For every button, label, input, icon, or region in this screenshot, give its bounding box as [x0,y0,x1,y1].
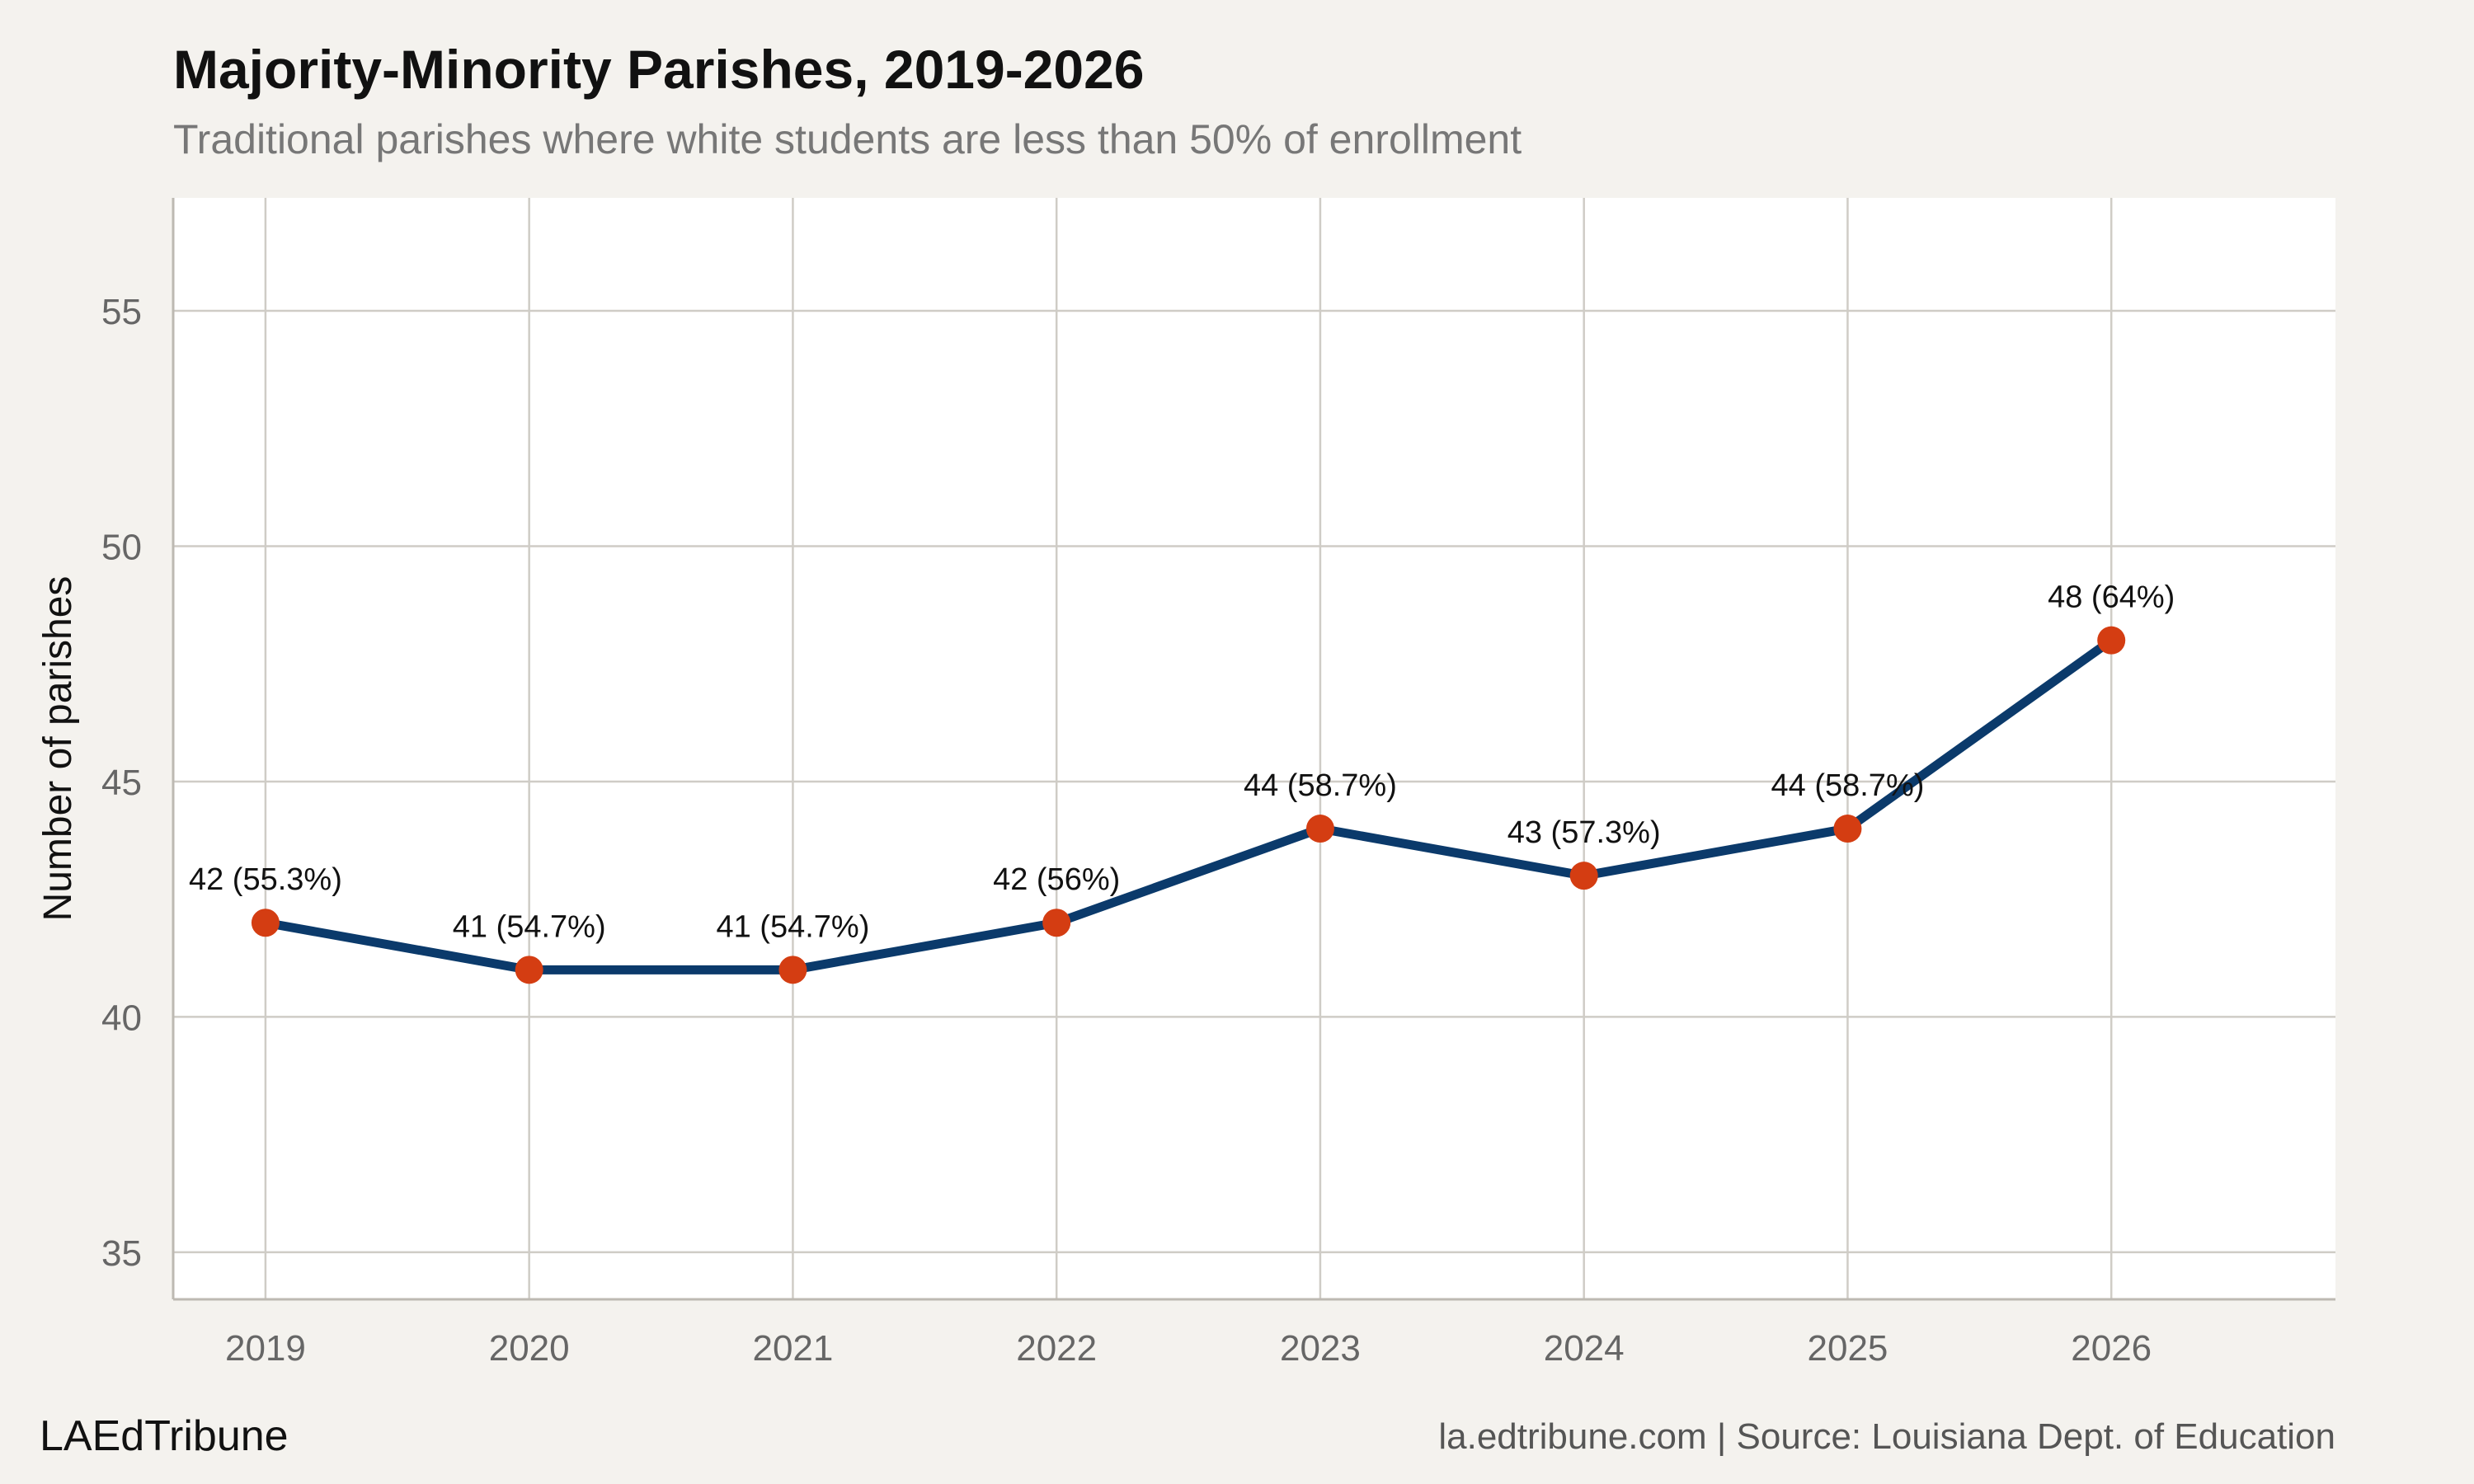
x-tick-label: 2024 [1544,1328,1625,1369]
data-point [778,956,807,984]
series-line [261,636,2116,974]
x-tick-label: 2023 [1280,1328,1361,1369]
data-point [1042,909,1071,937]
data-point [1569,862,1598,890]
data-label: 48 (64%) [2048,580,2175,615]
y-axis-title: Number of parishes [36,576,80,922]
x-tick-label: 2025 [1808,1328,1888,1369]
x-tick-label: 2026 [2071,1328,2152,1369]
x-tick-label: 2022 [1016,1328,1097,1369]
data-label: 42 (55.3%) [189,862,342,897]
source-credit: la.edtribune.com | Source: Louisiana Dep… [1438,1416,2335,1457]
brand-logo-text: LAEdTribune [40,1412,289,1460]
y-tick-label: 50 [101,527,142,567]
data-label: 44 (58.7%) [1244,768,1397,803]
y-tick-label: 40 [101,998,142,1038]
data-label: 41 (54.7%) [716,909,869,944]
x-tick-label: 2019 [225,1328,306,1369]
plot-panel [173,198,2335,1299]
chart-subtitle: Traditional parishes where white student… [173,116,1522,162]
series-layer: 42 (55.3%) 41 (54.7%) 41 (54.7%) 42 (56%) 44… [189,580,2175,984]
data-point [251,909,280,937]
data-label: 43 (57.3%) [1507,815,1661,850]
data-point [1833,815,1862,843]
y-tick-label: 55 [101,292,142,332]
x-tick-label: 2020 [489,1328,570,1369]
y-tick-label: 45 [101,763,142,803]
grid-layer [173,198,2335,1299]
y-tick-label: 35 [101,1233,142,1274]
data-point [515,956,543,984]
chart-title: Majority-Minority Parishes, 2019-2026 [173,39,1145,100]
data-point [2097,626,2126,655]
data-label: 41 (54.7%) [453,909,606,944]
data-label: 44 (58.7%) [1771,768,1925,803]
data-label: 42 (56%) [993,862,1120,897]
data-point [1305,815,1334,843]
x-tick-label: 2021 [752,1328,833,1369]
tick-label-layer: 35 40 45 50 55 2019 2020 2021 2022 2023 2024 2025 20… [101,292,2152,1369]
